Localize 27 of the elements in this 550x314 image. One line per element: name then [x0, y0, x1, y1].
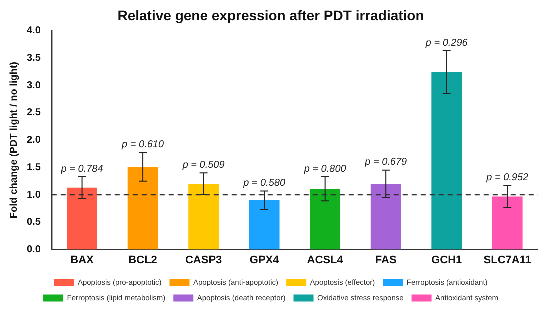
annotation: p = 0.580	[242, 178, 286, 189]
y-tick-label: 4.0	[26, 26, 42, 37]
y-tick-label: 1.0	[26, 190, 42, 201]
y-tick-label: 2.5	[26, 108, 42, 119]
y-tick-label: 0.0	[26, 244, 42, 256]
x-tick-label: BCL2	[128, 254, 158, 266]
x-tick-label: FAS	[375, 254, 397, 266]
y-tick-label: 1.5	[26, 162, 42, 174]
annotation: p = 0.610	[121, 140, 164, 151]
annotation: p = 0.784	[60, 164, 104, 175]
x-tick-label: GPX4	[250, 254, 280, 266]
annotation: p = 0.952	[486, 172, 530, 184]
x-tick-label: ACSL4	[307, 254, 344, 266]
x-tick-label: CASP3	[185, 254, 222, 266]
annotation: p = 0.679	[364, 157, 408, 168]
y-tick-label: 3.5	[26, 52, 42, 64]
chart-title: Relative gene expression after PDT irradiation	[118, 7, 424, 24]
y-tick-label: 0.5	[26, 217, 42, 228]
y-tick-label: 3.0	[26, 80, 42, 92]
x-tick-label: GCH1	[432, 254, 462, 266]
annotation: p = 0.800	[303, 164, 347, 175]
x-tick-label: SLC7A11	[484, 254, 532, 266]
y-tick-label: 2.0	[26, 135, 42, 146]
y-axis-title: Fold change (PDT light / no light)	[8, 62, 20, 219]
annotation: p = 0.296	[424, 38, 468, 49]
annotation: p = 0.509	[182, 160, 226, 171]
x-tick-label: BAX	[70, 254, 95, 266]
